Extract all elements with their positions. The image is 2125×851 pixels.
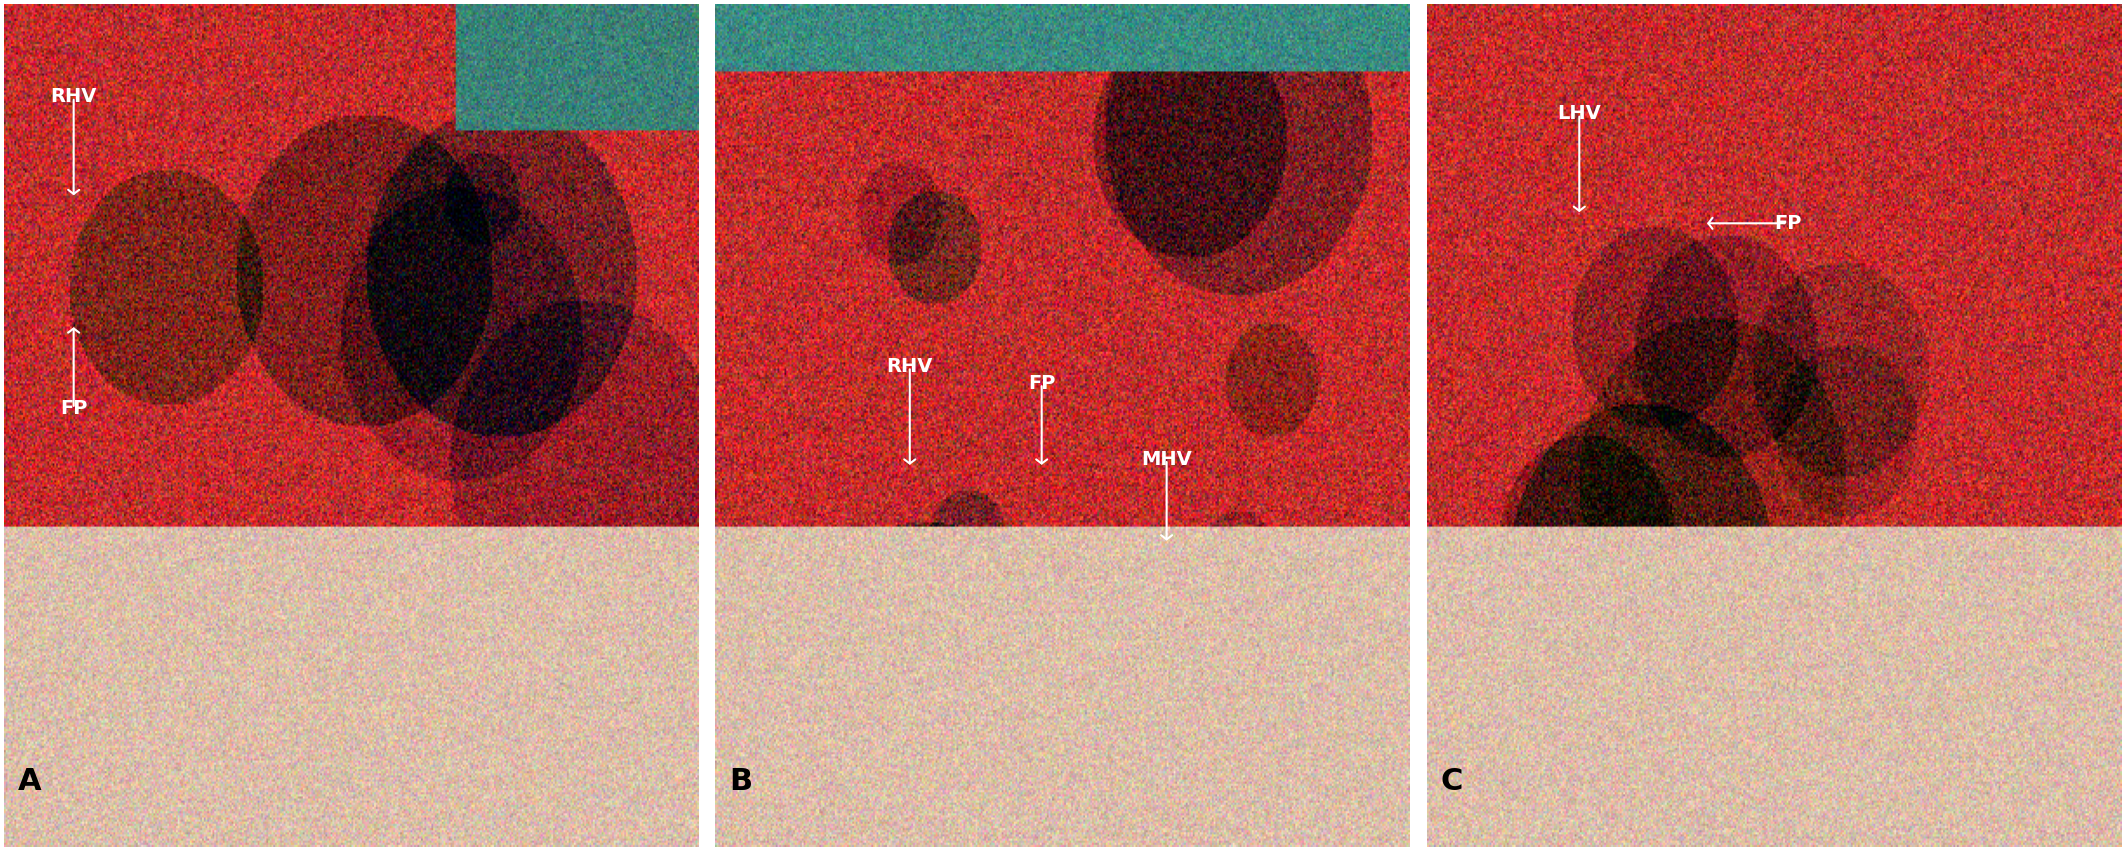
Text: RHV: RHV: [886, 357, 933, 376]
Text: C: C: [1441, 768, 1462, 797]
Text: FP: FP: [1774, 214, 1802, 233]
Text: MHV: MHV: [1141, 449, 1192, 469]
Text: FP: FP: [1028, 374, 1056, 393]
Text: A: A: [19, 768, 42, 797]
Text: LHV: LHV: [1558, 105, 1600, 123]
Text: RHV: RHV: [51, 88, 98, 106]
Text: FP: FP: [60, 399, 87, 418]
Text: B: B: [729, 768, 752, 797]
